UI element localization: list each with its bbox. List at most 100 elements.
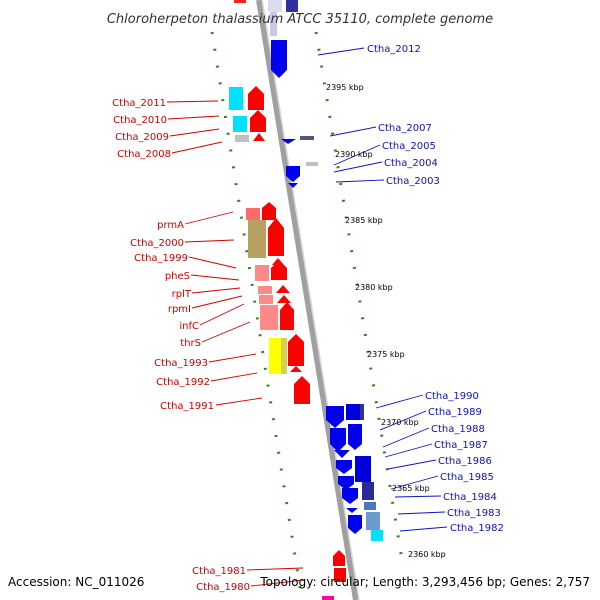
gene-label: Ctha_2011 [112,98,166,109]
scale-label: 2385 kbp [345,216,383,225]
gene-label: Ctha_2010 [113,115,167,126]
gene-label: Ctha_2003 [386,176,440,187]
scale-label: 2375 kbp [367,350,405,359]
gene-arrow [253,133,265,141]
gene-arrow [280,302,294,330]
leader-lines-left [166,100,305,587]
gene-label: Ctha_1982 [450,523,504,534]
gene-label: thrS [180,338,201,349]
gene-label: Ctha_2000 [130,238,184,249]
gene-label: Ctha_1993 [154,358,208,369]
gene-block [268,0,282,12]
forward-strand-genes [229,0,346,600]
gene-arrow [294,376,310,404]
gene-arrow [281,139,296,144]
scale-label: 2395 kbp [326,83,364,92]
gene-block [281,338,287,374]
gene-label: Ctha_1999 [134,253,188,264]
gene-label: prmA [157,220,184,231]
gene-block [235,135,249,142]
gene-arrow [271,40,287,78]
gene-block [255,265,269,281]
gene-label: Ctha_1990 [425,391,479,402]
gene-arrow [330,428,346,452]
gene-label: Ctha_2005 [382,141,436,152]
gene-block [248,220,266,258]
gene-label: rpmI [168,304,191,315]
gene-arrow [271,260,287,280]
gene-label: Ctha_2008 [117,149,171,160]
gene-label: Ctha_1981 [192,566,246,577]
gene-labels-left: Ctha_2011 Ctha_2010 Ctha_2009 Ctha_2008 … [112,98,250,593]
gene-block [362,482,374,500]
gene-label: Ctha_1988 [431,424,485,435]
reverse-strand-genes [268,0,383,541]
gene-label: Ctha_2007 [378,123,432,134]
gene-block [322,596,334,600]
gene-block [306,162,318,166]
gene-label: Ctha_2012 [367,44,421,55]
gene-label: rplT [172,289,192,300]
gene-arrow [336,460,352,474]
gene-label: infC [179,321,199,332]
gene-arrow [262,202,276,220]
gene-arrow [277,295,291,303]
genome-backbone [256,0,360,600]
gene-block [269,338,281,374]
scale-label: 2370 kbp [381,418,419,427]
gene-label: Ctha_2009 [115,132,169,143]
gene-block [300,136,314,140]
genome-summary: Topology: circular; Length: 3,293,456 bp… [259,575,590,589]
scale-label: 2365 kbp [392,484,430,493]
scale-label: 2390 kbp [335,150,373,159]
scale-label: 2380 kbp [355,283,393,292]
gene-label: Ctha_1989 [428,407,482,418]
gene-arrow [288,334,304,366]
gene-labels-right: Ctha_2012 Ctha_2007 Ctha_2005 Ctha_2004 … [367,44,504,534]
gene-arrow [250,110,266,132]
map-title: Chloroherpeton thalassium ATCC 35110, co… [107,12,493,27]
gene-block [360,404,364,420]
gene-arrow [288,183,298,188]
gene-block [346,404,360,420]
gene-label: Ctha_1991 [160,401,214,412]
gene-arrow [348,424,362,450]
gene-block [286,0,298,12]
gene-arrow [268,218,284,256]
scale-label: 2360 kbp [408,550,446,559]
gene-arrow [346,508,358,513]
gene-label: Ctha_1992 [156,377,210,388]
leader-lines-right [317,47,448,532]
gene-block [246,208,260,220]
gene-label: Ctha_1980 [196,582,250,593]
scale-labels: 2395 kbp 2390 kbp 2385 kbp 2380 kbp 2375… [326,83,446,559]
gene-arrow [290,366,302,372]
gene-arrow [276,285,290,293]
gene-block [371,530,383,541]
accession-label: Accession: NC_011026 [8,575,144,589]
gene-arrow [348,515,362,534]
gene-arrow [338,476,354,490]
gene-arrow [334,450,350,458]
gene-arrow [248,86,264,110]
gene-label: Ctha_1986 [438,456,492,467]
gene-label: Ctha_1985 [440,472,494,483]
gene-arrow [342,488,358,504]
gene-block [259,295,273,304]
gene-label: pheS [165,271,190,282]
gene-arrow [333,550,345,566]
gene-label: Ctha_1983 [447,508,501,519]
gene-block [366,512,380,530]
gene-label: Ctha_1984 [443,492,497,503]
gene-block [334,568,346,582]
gene-arrow [326,406,344,428]
gene-block [234,0,246,3]
gene-block [260,305,278,330]
gene-block [364,502,376,510]
gene-block [258,286,272,294]
gene-block [229,87,243,110]
gene-arrow [270,12,277,36]
gene-label: Ctha_1987 [434,440,488,451]
gene-block [233,116,247,132]
